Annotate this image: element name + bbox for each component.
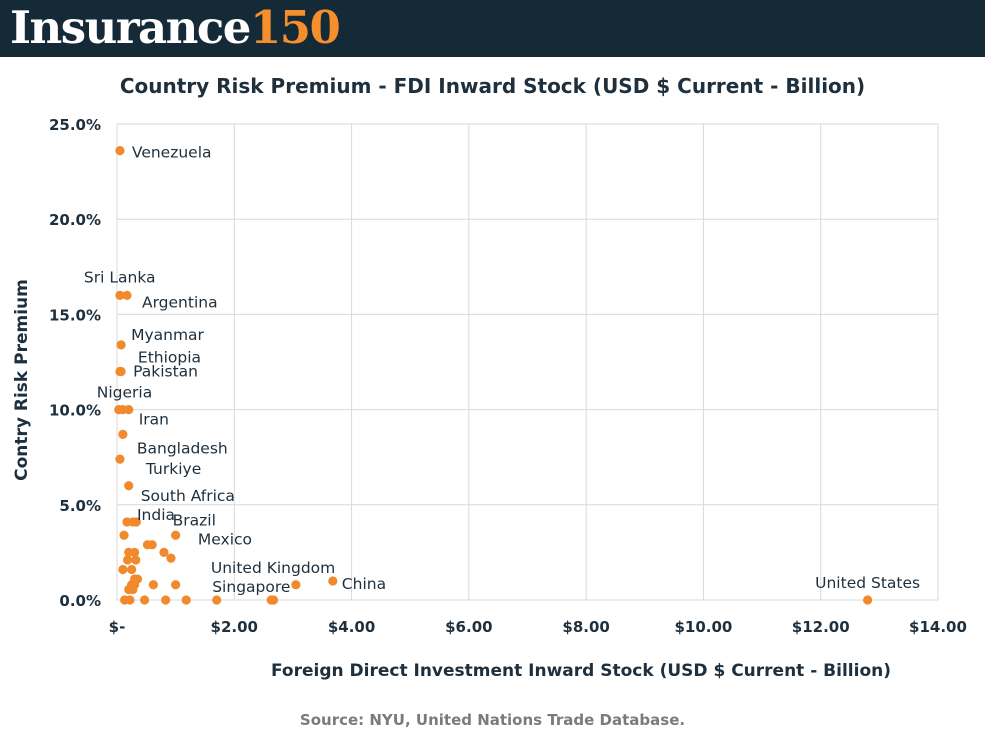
point-label: United States [815, 574, 920, 592]
y-tick-label: 10.0% [49, 402, 101, 420]
y-tick-label: 5.0% [59, 497, 101, 515]
point-label: Argentina [142, 293, 218, 311]
data-point [148, 580, 158, 590]
y-axis-label: Contry Risk Premium [12, 279, 32, 481]
x-axis-label: Foreign Direct Investment Inward Stock (… [270, 661, 892, 681]
data-point [291, 580, 301, 590]
point-label: Iran [139, 411, 169, 429]
data-point [161, 595, 171, 605]
point-label: Venezuela [132, 144, 212, 162]
x-tick-label: $2.00 [211, 618, 258, 636]
x-tick-label: $12.00 [792, 618, 850, 636]
data-points [114, 146, 873, 605]
point-label: Nigeria [97, 384, 152, 402]
data-point [116, 340, 126, 350]
data-point [129, 547, 140, 558]
x-tick-label: $6.00 [445, 618, 492, 636]
point-label: Ethiopia [138, 349, 201, 367]
data-point [115, 454, 125, 464]
data-point [118, 429, 128, 439]
chart-title: Country Risk Premium - FDI Inward Stock … [119, 74, 866, 98]
x-tick-label: $8.00 [562, 618, 609, 636]
data-point [125, 595, 135, 605]
x-tick-label: $4.00 [328, 618, 375, 636]
data-point [131, 517, 141, 527]
data-point [122, 555, 133, 565]
gridlines [116, 123, 939, 601]
point-label: Sri Lanka [84, 268, 156, 286]
x-tick-label: $10.00 [674, 618, 732, 636]
data-point [212, 595, 222, 605]
data-point [128, 584, 138, 595]
point-label: China [342, 575, 386, 593]
logo-word: Insurance [10, 1, 251, 54]
data-point [131, 555, 141, 565]
data-point [139, 595, 150, 605]
data-point [127, 564, 137, 575]
y-tick-label: 15.0% [49, 306, 101, 324]
point-label: Singapore [212, 578, 290, 596]
point-label: Pakistan [133, 363, 198, 381]
point-label: Bangladesh [137, 439, 228, 457]
data-point [115, 146, 125, 156]
tick-labels: $- $2.00 $4.00 $6.00 $8.00 $10.00 $12.00 $14.00… [49, 116, 967, 636]
data-point [124, 481, 134, 491]
point-label: Turkiye [145, 460, 201, 478]
point-label: India [137, 506, 175, 524]
data-point [166, 553, 176, 563]
point-label: Brazil [173, 511, 216, 529]
point-label: United Kingdom [211, 559, 335, 577]
data-point [115, 290, 125, 300]
source-note: Source: NYU, United Nations Trade Databa… [299, 711, 686, 729]
point-label: Myanmar [131, 326, 204, 344]
point-label: South Africa [141, 487, 235, 505]
data-point [118, 564, 128, 575]
logo-number: 150 [249, 1, 341, 54]
data-point [268, 595, 279, 605]
data-point [116, 366, 126, 377]
data-point [171, 530, 181, 540]
insurance150-logo: Insurance150 [10, 1, 341, 54]
data-point [181, 595, 191, 605]
y-tick-label: 0.0% [59, 592, 101, 610]
data-point [328, 576, 338, 586]
x-tick-label: $- [109, 618, 126, 636]
data-point [147, 540, 157, 550]
data-point [122, 290, 132, 300]
data-point [159, 547, 169, 558]
point-label: Mexico [198, 530, 252, 548]
data-point [171, 580, 181, 590]
point-labels: Venezuela Sri Lanka Argentina Myanmar Ethiop… [84, 144, 920, 596]
y-tick-label: 25.0% [49, 116, 101, 134]
data-point [863, 595, 873, 605]
header-banner: Insurance150 [0, 0, 985, 57]
y-tick-label: 20.0% [49, 211, 101, 229]
data-point [124, 405, 134, 415]
data-point [119, 530, 129, 540]
x-tick-label: $14.00 [909, 618, 967, 636]
